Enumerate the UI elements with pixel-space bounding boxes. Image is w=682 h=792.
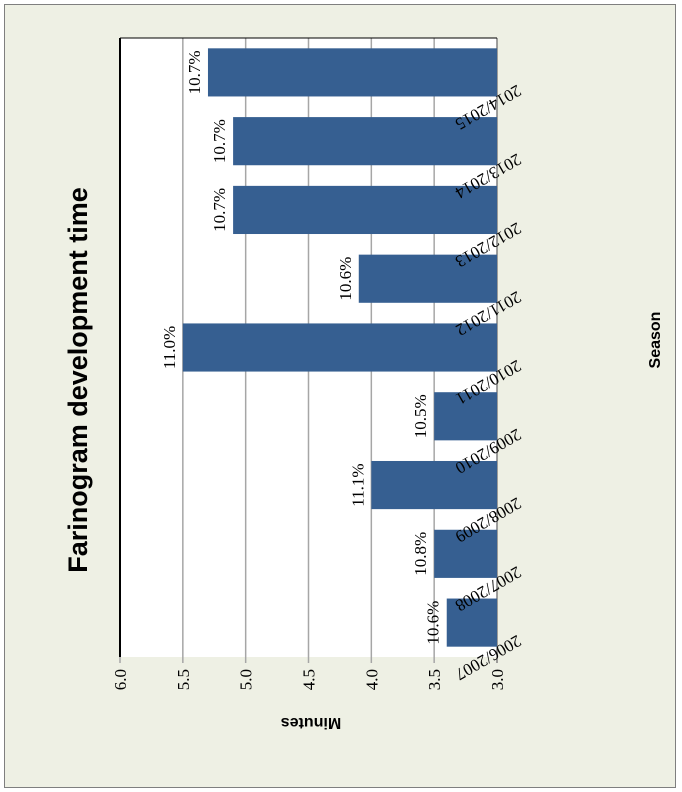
- data-label: 10.6%: [336, 257, 355, 301]
- data-label: 10.8%: [411, 532, 430, 576]
- y-tick-label: 5.0: [237, 669, 256, 690]
- data-label: 10.7%: [185, 50, 204, 94]
- data-labels: 10.6% 10.8% 11.1% 10.5% 11.0% 10.6% 10.7% 10.7%…: [160, 50, 443, 644]
- chart-title: Farinogram development time: [63, 187, 93, 573]
- y-tick-label: 6.0: [111, 669, 130, 690]
- y-tick-label: 3.0: [488, 669, 507, 690]
- x-axis-title: Season: [647, 312, 664, 369]
- data-label: 11.1%: [348, 463, 367, 506]
- data-label: 10.5%: [411, 394, 430, 438]
- bar: [434, 392, 497, 441]
- y-tick-label: 5.5: [174, 669, 193, 690]
- data-label: 10.7%: [210, 188, 229, 232]
- bar: [434, 529, 497, 578]
- data-label: 10.6%: [424, 601, 443, 645]
- bar: [446, 598, 497, 647]
- bar: [233, 117, 497, 166]
- tick-labels: 3.0 3.5 4.0 4.5 5.0 5.5 6.0: [111, 669, 507, 690]
- y-tick-label: 4.5: [300, 669, 319, 690]
- y-tick-label: 3.5: [425, 669, 444, 690]
- data-label: 10.7%: [210, 119, 229, 163]
- bar: [358, 254, 497, 303]
- bar: [182, 323, 498, 372]
- bar-layer: [182, 48, 498, 647]
- bar: [233, 185, 497, 235]
- y-tick-label: 4.0: [362, 669, 381, 690]
- data-label: 11.0%: [160, 326, 179, 369]
- y-axis-title: Minutes: [281, 714, 342, 731]
- bar: [207, 48, 497, 97]
- bar: [371, 460, 497, 510]
